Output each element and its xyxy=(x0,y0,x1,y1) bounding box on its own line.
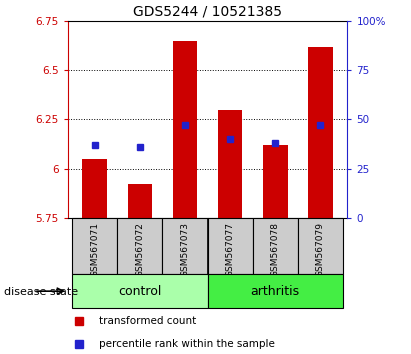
Bar xyxy=(298,218,343,274)
Text: disease state: disease state xyxy=(4,287,78,297)
Bar xyxy=(118,218,162,274)
Bar xyxy=(218,110,242,218)
Bar xyxy=(208,218,253,274)
Text: transformed count: transformed count xyxy=(99,316,196,326)
Bar xyxy=(208,274,343,308)
Text: GSM567071: GSM567071 xyxy=(90,222,99,277)
Text: percentile rank within the sample: percentile rank within the sample xyxy=(99,339,275,349)
Title: GDS5244 / 10521385: GDS5244 / 10521385 xyxy=(133,5,282,19)
Bar xyxy=(263,145,288,218)
Bar xyxy=(83,159,107,218)
Text: GSM567078: GSM567078 xyxy=(271,222,279,277)
Bar xyxy=(162,218,208,274)
Bar xyxy=(72,218,118,274)
Text: GSM567072: GSM567072 xyxy=(136,222,144,277)
Text: arthritis: arthritis xyxy=(251,285,300,298)
Text: GSM567073: GSM567073 xyxy=(180,222,189,277)
Bar xyxy=(173,41,197,218)
Bar xyxy=(127,184,152,218)
Bar xyxy=(253,218,298,274)
Text: GSM567079: GSM567079 xyxy=(316,222,325,277)
Bar xyxy=(308,47,332,218)
Bar xyxy=(72,274,208,308)
Text: GSM567077: GSM567077 xyxy=(226,222,235,277)
Text: control: control xyxy=(118,285,162,298)
